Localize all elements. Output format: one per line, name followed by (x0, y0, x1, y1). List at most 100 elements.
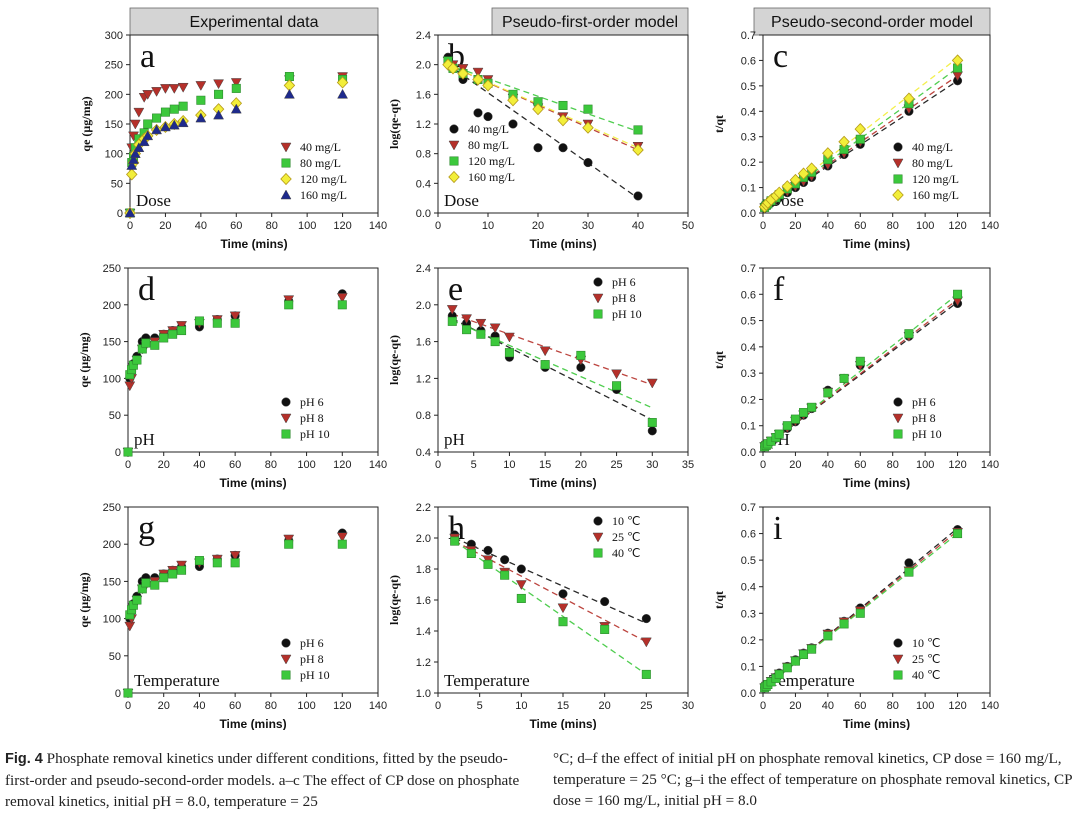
panel-letter: d (138, 271, 155, 308)
x-axis-label: Time (mins) (529, 717, 596, 730)
legend-marker (893, 670, 903, 680)
legend-marker (280, 654, 292, 665)
data-point (475, 318, 487, 329)
x-tick-label: 80 (265, 459, 277, 471)
x-tick-label: 40 (822, 220, 834, 232)
data-point (953, 529, 963, 539)
y-tick-label: 0 (115, 688, 121, 700)
data-point (641, 669, 651, 679)
legend-marker (893, 397, 903, 407)
x-axis-label: Time (mins) (220, 237, 287, 251)
data-point (229, 551, 241, 561)
legend-label: 120 mg/L (300, 172, 347, 186)
x-tick-label: 10 (503, 459, 515, 471)
legend-label: 160 mg/L (912, 188, 959, 202)
panel-letter: c (773, 38, 788, 75)
legend-marker (449, 124, 459, 134)
panel-letter: a (140, 38, 155, 75)
data-point (805, 162, 818, 175)
data-point (641, 614, 651, 624)
data-point (823, 388, 833, 398)
panel-condition-label: Temperature (444, 671, 530, 690)
data-point (640, 637, 652, 648)
data-point (138, 136, 150, 147)
plot-frame (127, 506, 379, 694)
data-point (647, 426, 657, 436)
x-tick-label: 20 (789, 220, 801, 232)
legend-label: 40 ℃ (912, 668, 940, 682)
y-tick-label: 0.0 (741, 208, 756, 220)
x-tick-label: 140 (369, 700, 387, 712)
figure-caption-left: Fig. 4 Phosphate removal kinetics under … (5, 748, 525, 812)
data-point (483, 559, 493, 569)
x-tick-label: 100 (916, 700, 934, 712)
figure-panel-grid: Experimental data Pseudo-first-order mode… (77, 7, 999, 730)
data-point (822, 147, 834, 160)
y-tick-label: 200 (103, 300, 121, 312)
legend-label: pH 10 (300, 427, 330, 441)
data-point (576, 350, 586, 360)
data-point (516, 593, 526, 603)
fit-line (447, 64, 639, 199)
x-tick-label: 120 (333, 700, 351, 712)
legend-label: 10 ℃ (912, 636, 940, 650)
legend-label: pH 6 (612, 275, 636, 289)
data-point (213, 79, 224, 90)
data-point (230, 103, 242, 114)
y-tick-label: 0 (117, 208, 123, 220)
legend-label: pH 6 (300, 636, 324, 650)
y-axis-label: log(qe-qt) (387, 99, 401, 149)
y-tick-label: 100 (105, 149, 123, 161)
data-point (195, 81, 207, 91)
chart-panel-h: 0 5 10 15 20 25 30 1.0 1.2 1.4 1.6 1.8 2.0 2.2 Time (m… (387, 502, 694, 730)
y-tick-label: 0.5 (741, 81, 756, 93)
x-tick-label: 40 (632, 220, 644, 232)
x-tick-label: 100 (916, 459, 934, 471)
data-point (504, 332, 515, 343)
data-point (128, 154, 139, 164)
y-tick-label: 250 (103, 263, 121, 275)
y-tick-label: 0.4 (741, 582, 756, 594)
data-point (196, 95, 206, 105)
legend-label: pH 6 (912, 395, 936, 409)
data-point (214, 89, 224, 99)
plot-frame (762, 34, 991, 214)
legend-marker (593, 516, 603, 526)
legend-marker (281, 670, 291, 680)
x-tick-label: 140 (981, 459, 999, 471)
x-tick-label: 80 (265, 700, 277, 712)
y-axis-label: qe (μg/mg) (77, 332, 91, 387)
data-point (132, 355, 142, 365)
legend-marker (449, 156, 459, 166)
data-point (126, 168, 138, 181)
data-point (132, 595, 142, 605)
caption-text-left: Phosphate removal kinetics under differe… (5, 750, 520, 810)
panel-letter: i (773, 510, 782, 547)
x-tick-label: 30 (646, 459, 658, 471)
data-point (797, 167, 810, 180)
legend-label: 25 ℃ (912, 652, 940, 666)
legend-marker (280, 413, 292, 424)
data-point (583, 158, 593, 168)
x-tick-label: 40 (195, 220, 207, 232)
panel-letter: g (138, 510, 155, 547)
data-point (337, 88, 348, 99)
data-point (558, 143, 568, 153)
data-point (230, 318, 240, 328)
data-point (558, 589, 568, 599)
chart-panel-e: 0 5 10 15 20 25 30 35 0.4 0.8 1.2 1.6 2.0 2.4 Time (mi… (387, 263, 694, 490)
y-tick-label: 0.0 (741, 688, 756, 700)
data-point (647, 418, 657, 428)
plot-frame (762, 506, 991, 694)
x-tick-label: 0 (125, 459, 131, 471)
y-tick-label: 0.0 (741, 447, 756, 459)
data-point (168, 84, 180, 94)
x-tick-label: 5 (471, 459, 477, 471)
x-tick-label: 30 (582, 220, 594, 232)
data-point (447, 62, 459, 75)
data-point (462, 325, 472, 335)
legend-marker (593, 548, 603, 558)
legend-label: 40 mg/L (912, 140, 953, 154)
data-point (483, 112, 493, 122)
x-tick-label: 60 (854, 220, 866, 232)
